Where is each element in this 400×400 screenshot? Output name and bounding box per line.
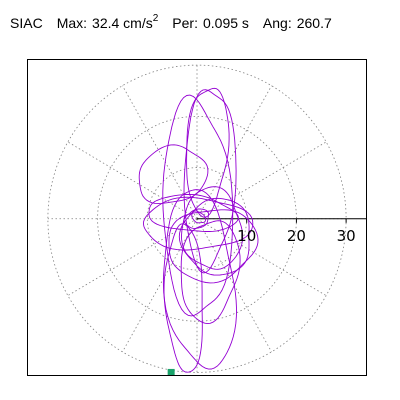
plot-frame — [27, 59, 367, 376]
motion-loop-6 — [180, 220, 241, 325]
motion-loop-4 — [162, 189, 237, 370]
plot-header: SIAC Max: 32.4 cm/s2 Per: 0.095 s Ang: 260.7 — [10, 13, 332, 33]
angle-value: 260.7 — [296, 15, 332, 31]
period-label: Per: — [172, 15, 198, 31]
angle-label: Ang: — [262, 15, 292, 31]
radial-tick-label-10: 10 — [237, 227, 256, 245]
max-label: Max: — [56, 15, 88, 31]
max-value: 32.4 — [92, 15, 120, 31]
grid-spoke-150 — [67, 141, 198, 220]
grid-spoke-120 — [122, 85, 198, 219]
radial-tick-label-30: 30 — [337, 227, 356, 245]
max-unit: cm/s — [123, 15, 153, 31]
max-point-layer — [167, 368, 175, 376]
motion-loop-13 — [191, 210, 207, 224]
period-value: 0.095 s — [202, 15, 249, 31]
grid-spoke-240 — [122, 218, 198, 353]
grid-spoke-210 — [67, 218, 198, 296]
radial-tick-labels: 10 20 30 — [237, 227, 356, 245]
grid-spoke-330 — [196, 218, 327, 296]
grid-spoke-30 — [196, 141, 327, 220]
motion-loop-0 — [186, 87, 230, 218]
radial-tick-label-20: 20 — [287, 227, 306, 245]
motion-loop-2 — [162, 94, 234, 317]
grid-spoke-60 — [196, 85, 272, 219]
motion-loop-1 — [183, 89, 237, 274]
particle-motion-traces — [138, 87, 259, 373]
motion-loop-9 — [148, 193, 239, 232]
motion-loop-11 — [178, 197, 250, 276]
station-code: SIAC — [10, 15, 43, 31]
motion-loop-7 — [168, 209, 259, 284]
max-unit-exponent: 2 — [152, 13, 159, 24]
motion-loop-12 — [183, 208, 209, 229]
motion-loop-5 — [163, 223, 203, 373]
axes — [197, 218, 366, 223]
max-point-marker — [167, 368, 175, 376]
